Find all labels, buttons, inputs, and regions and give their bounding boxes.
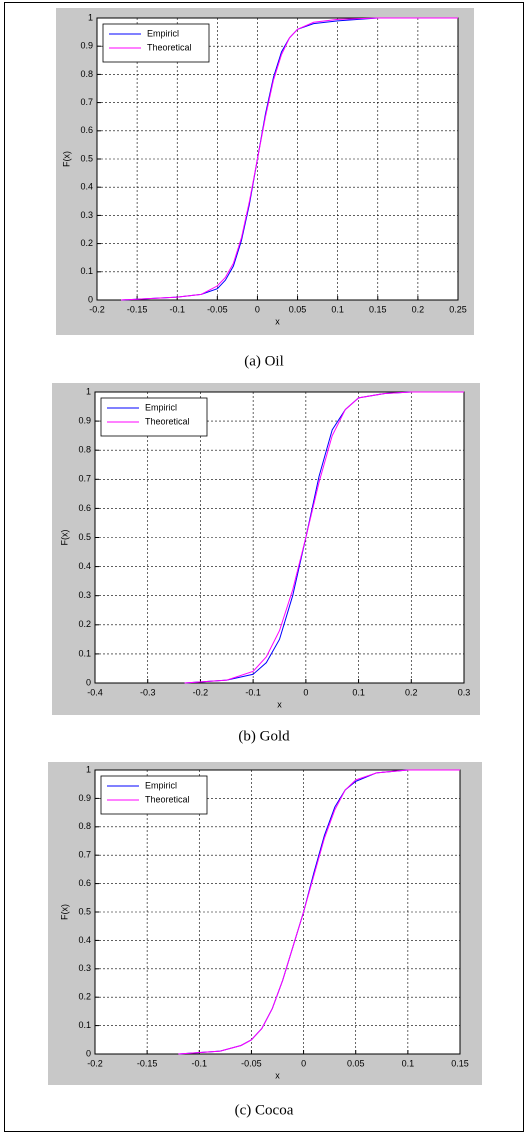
x-tick-label: 0: [301, 1058, 306, 1068]
line: [184, 391, 464, 684]
x-tick-label: 0.15: [451, 1058, 469, 1068]
x-tick-label: -0.2: [89, 304, 105, 314]
caption: (b) Gold: [238, 728, 290, 744]
y-tick-label: 0.9: [80, 41, 93, 51]
line: [121, 17, 458, 301]
y-tick-label: 1: [86, 386, 91, 396]
y-tick-label: 0.4: [80, 182, 93, 192]
x-tick-label: 0.05: [347, 1058, 365, 1068]
legend-label: Empiricl: [145, 402, 177, 412]
line: [178, 769, 460, 1055]
y-tick-label: 0.5: [78, 906, 91, 916]
caption: (a) Oil: [244, 353, 284, 369]
y-tick-label: 0.1: [78, 1020, 91, 1030]
x-axis-label: x: [275, 316, 280, 326]
legend-label: Theoretical: [147, 42, 192, 52]
x-tick-label: -0.05: [241, 1058, 262, 1068]
y-axis-label: F(x): [59, 904, 69, 920]
caption: (c) Cocoa: [235, 1102, 294, 1118]
y-tick-label: 0.3: [78, 590, 91, 600]
y-tick-label: 0.7: [80, 97, 93, 107]
x-tick-label: -0.2: [193, 687, 209, 697]
y-tick-label: 0.2: [80, 238, 93, 248]
y-tick-label: 0.5: [78, 532, 91, 542]
y-tick-label: 0.5: [80, 153, 93, 163]
x-tick-label: -0.15: [137, 1058, 158, 1068]
y-tick-label: 0: [86, 677, 91, 687]
y-tick-label: 0.4: [78, 935, 91, 945]
x-tick-label: -0.2: [87, 1058, 103, 1068]
plot-frame: [94, 391, 465, 684]
y-tick-label: 1: [86, 764, 91, 774]
x-tick-label: 0.3: [458, 687, 471, 697]
legend-label: Empiricl: [147, 28, 179, 38]
x-tick-label: 0.15: [369, 304, 387, 314]
x-tick-label: 0.2: [412, 304, 425, 314]
x-tick-label: 0: [255, 304, 260, 314]
x-tick-label: -0.15: [127, 304, 148, 314]
x-tick-label: -0.1: [169, 304, 185, 314]
y-tick-label: 0.7: [78, 850, 91, 860]
y-tick-label: 0.9: [78, 793, 91, 803]
y-tick-label: 0.9: [78, 415, 91, 425]
x-tick-label: -0.4: [87, 687, 103, 697]
y-tick-label: 0: [86, 1048, 91, 1058]
y-tick-label: 0.8: [78, 445, 91, 455]
x-tick-label: -0.05: [207, 304, 228, 314]
y-tick-label: 0.2: [78, 992, 91, 1002]
x-tick-label: -0.1: [245, 687, 261, 697]
legend-label: Theoretical: [145, 416, 190, 426]
x-axis-label: x: [275, 1070, 280, 1080]
y-axis-label: F(x): [61, 151, 71, 167]
y-tick-label: 0.7: [78, 474, 91, 484]
y-tick-label: 0.3: [78, 963, 91, 973]
x-tick-label: 0.05: [289, 304, 307, 314]
x-tick-label: 0.1: [352, 687, 365, 697]
y-tick-label: 0.6: [78, 878, 91, 888]
x-tick-label: 0.1: [331, 304, 344, 314]
y-tick-label: 0.8: [78, 821, 91, 831]
y-tick-label: 0.4: [78, 561, 91, 571]
y-tick-label: 0.2: [78, 619, 91, 629]
y-tick-label: 0: [88, 294, 93, 304]
x-tick-label: 0.1: [402, 1058, 415, 1068]
y-tick-label: 0.6: [80, 125, 93, 135]
legend-box: [102, 23, 210, 63]
y-tick-label: 0.1: [78, 648, 91, 658]
legend-label: Empiricl: [145, 780, 177, 790]
x-tick-label: -0.1: [192, 1058, 208, 1068]
y-tick-label: 1: [88, 12, 93, 22]
y-tick-label: 0.8: [80, 69, 93, 79]
y-axis-label: F(x): [59, 530, 69, 546]
x-tick-label: -0.3: [140, 687, 156, 697]
line: [121, 17, 458, 301]
y-tick-label: 0.6: [78, 503, 91, 513]
x-tick-label: 0.25: [449, 304, 467, 314]
y-tick-label: 0.1: [80, 266, 93, 276]
plot-frame: [96, 17, 459, 301]
x-tick-label: 0: [303, 687, 308, 697]
x-tick-label: 0.2: [405, 687, 418, 697]
legend-label: Theoretical: [145, 794, 190, 804]
x-axis-label: x: [277, 699, 282, 709]
legend-box: [100, 397, 208, 437]
y-tick-label: 0.3: [80, 210, 93, 220]
legend-box: [100, 775, 208, 815]
plot-frame: [94, 769, 461, 1055]
